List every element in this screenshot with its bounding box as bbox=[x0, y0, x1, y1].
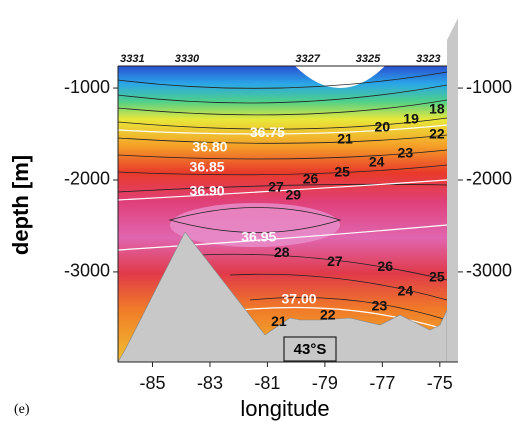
bathymetry bbox=[117, 231, 448, 363]
y-tick-label: -1000 bbox=[64, 77, 110, 97]
contour-label: 36.75 bbox=[250, 124, 285, 140]
contour-label: 28 bbox=[274, 244, 290, 260]
contour-label: 25 bbox=[429, 269, 445, 285]
contour-label: 19 bbox=[403, 111, 419, 127]
x-axis-label: longitude bbox=[240, 396, 329, 421]
y-tick-label: -2000 bbox=[64, 169, 110, 189]
top-gap bbox=[295, 66, 385, 88]
contour-label: 23 bbox=[398, 145, 414, 161]
contours bbox=[117, 71, 448, 331]
y-tick-label: -3000 bbox=[64, 261, 110, 281]
y-axis-label: depth [m] bbox=[8, 155, 33, 255]
contour-label: 22 bbox=[429, 126, 445, 142]
panel-label: (e) bbox=[14, 402, 30, 417]
contour-label: 27 bbox=[327, 253, 343, 269]
contour-label: 24 bbox=[398, 283, 414, 299]
station-label: 3327 bbox=[295, 53, 320, 65]
contour-label: 18 bbox=[429, 101, 445, 117]
contour-label: 37.00 bbox=[281, 291, 316, 307]
y-tick-label-right: -2000 bbox=[466, 169, 512, 189]
y-tick-label-right: -1000 bbox=[466, 77, 512, 97]
contour-label: 29 bbox=[285, 187, 301, 203]
contour-label: 22 bbox=[320, 307, 336, 323]
contour-label: 36.85 bbox=[190, 159, 225, 175]
station-label: 3323 bbox=[416, 53, 440, 65]
x-tick-label: -77 bbox=[369, 373, 395, 393]
section-box bbox=[283, 336, 337, 362]
section-label: 43°S bbox=[294, 341, 327, 358]
contour-label: 27 bbox=[268, 179, 284, 195]
x-tick-label: -85 bbox=[139, 373, 165, 393]
contour-label: 24 bbox=[369, 154, 385, 170]
x-tick-label: -83 bbox=[197, 373, 223, 393]
y-tick-label-right: -3000 bbox=[466, 261, 512, 281]
station-label: 3331 bbox=[120, 53, 144, 65]
x-tick-label: -81 bbox=[254, 373, 280, 393]
contour-label: 21 bbox=[271, 313, 287, 329]
contour-label: 21 bbox=[337, 131, 353, 147]
core bbox=[170, 203, 340, 247]
station-label: 3325 bbox=[356, 53, 381, 65]
wall bbox=[447, 18, 458, 362]
contour-label: 26 bbox=[303, 171, 319, 187]
contour-label: 36.80 bbox=[192, 139, 227, 155]
station-label: 3330 bbox=[175, 53, 200, 65]
contour-label: 36.95 bbox=[241, 229, 276, 245]
contour-label: 25 bbox=[334, 164, 350, 180]
contour-label: 36.90 bbox=[190, 183, 225, 199]
contour-label: 23 bbox=[372, 298, 388, 314]
contour-label: 26 bbox=[377, 258, 393, 274]
x-tick-label: -75 bbox=[427, 373, 453, 393]
contour-label: 20 bbox=[375, 119, 391, 135]
x-tick-label: -79 bbox=[312, 373, 338, 393]
